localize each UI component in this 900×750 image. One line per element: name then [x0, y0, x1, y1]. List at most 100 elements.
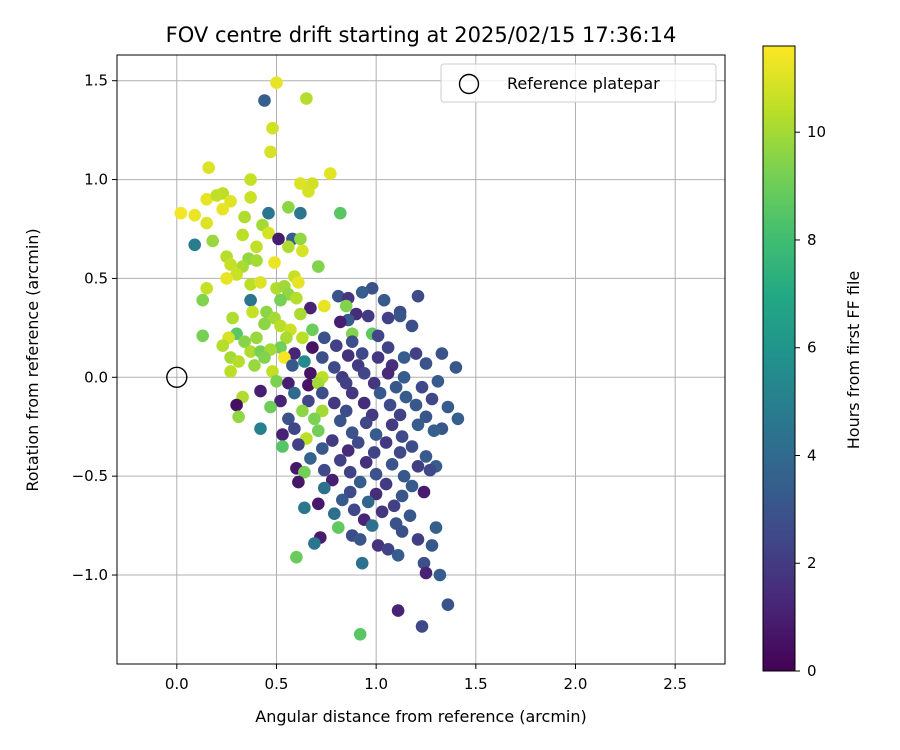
scatter-point — [244, 345, 257, 358]
data-points — [174, 76, 465, 641]
scatter-point — [276, 440, 289, 453]
scatter-point — [280, 331, 293, 345]
scatter-point — [274, 293, 287, 307]
scatter-point — [306, 323, 319, 337]
colorbar-frame — [762, 45, 796, 672]
scatter-point — [318, 299, 331, 313]
scatter-point — [381, 311, 395, 325]
colorbar-tick-label: 2 — [807, 554, 817, 572]
scatter-point — [357, 396, 371, 410]
y-tick-label: 0.0 — [84, 368, 108, 386]
scatter-point — [262, 226, 275, 240]
scatter-point — [415, 380, 429, 394]
scatter-point — [391, 604, 405, 617]
reference-platepar-marker — [166, 366, 188, 388]
scatter-point — [304, 301, 317, 315]
scatter-point — [411, 533, 425, 546]
scatter-point — [298, 465, 311, 479]
scatter-point — [288, 386, 301, 400]
scatter-point — [369, 487, 383, 501]
scatter-point — [330, 339, 343, 353]
scatter-point — [334, 315, 347, 329]
scatter-point — [355, 556, 369, 570]
scatter-point — [244, 293, 257, 307]
legend: Reference platepar — [440, 63, 717, 103]
scatter-point — [250, 331, 263, 345]
scatter-point — [200, 282, 213, 295]
colorbar-tick-label: 6 — [807, 339, 817, 357]
scatter-point — [272, 232, 285, 246]
scatter-point — [258, 94, 271, 107]
legend-box — [440, 63, 717, 103]
scatter-point — [298, 501, 311, 515]
scatter-point — [411, 418, 425, 432]
scatter-point — [395, 525, 409, 538]
scatter-point — [411, 289, 425, 303]
scatter-point — [250, 240, 263, 254]
scatter-point — [258, 317, 271, 331]
scatter-point — [417, 556, 431, 570]
scatter-point — [379, 436, 393, 449]
scatter-point — [292, 438, 305, 451]
scatter-point — [345, 426, 359, 440]
scatter-point — [268, 256, 281, 269]
scatter-point — [361, 495, 375, 509]
scatter-point — [369, 467, 383, 481]
scatter-point — [405, 479, 419, 493]
colorbar-gradient — [763, 46, 795, 671]
y-tick-label: −0.5 — [72, 467, 108, 485]
scatter-point — [449, 361, 463, 374]
scatter-point — [347, 503, 361, 517]
scatter-point — [302, 378, 315, 392]
scatter-point — [294, 232, 307, 246]
scatter-point — [395, 430, 409, 443]
scatter-point — [210, 189, 223, 202]
scatter-point — [341, 349, 355, 362]
x-axis-ticks: 0.0 0.5 1.0 1.5 2.0 2.5 — [165, 664, 687, 693]
scatter-point — [355, 347, 369, 360]
scatter-point — [405, 440, 419, 453]
plot-frame — [116, 54, 726, 665]
scatter-point — [345, 386, 359, 400]
scatter-point — [200, 193, 213, 206]
scatter-point — [381, 341, 395, 354]
y-tick-label: 1.5 — [84, 72, 108, 90]
scatter-point — [304, 452, 317, 465]
scatter-point — [316, 404, 329, 418]
chart-title: FOV centre drift starting at 2025/02/15 … — [166, 23, 677, 47]
scatter-point — [250, 254, 263, 267]
scatter-point — [270, 76, 283, 89]
scatter-point — [343, 465, 357, 479]
scatter-point — [328, 507, 341, 520]
scatter-point — [226, 311, 239, 325]
scatter-point — [371, 329, 385, 343]
scatter-point — [312, 424, 325, 438]
scatter-point — [312, 497, 325, 511]
scatter-point — [232, 355, 245, 368]
scatter-point — [375, 505, 389, 519]
scatter-point — [393, 408, 407, 422]
scatter-point — [296, 331, 309, 345]
y-axis-label: Rotation from reference (arcmin) — [23, 228, 42, 491]
colorbar-label: Hours from first FF file — [844, 271, 863, 450]
scatter-point — [308, 412, 321, 426]
scatter-point — [238, 335, 251, 349]
scatter-point — [202, 161, 215, 174]
scatter-point — [393, 446, 407, 459]
scatter-point — [425, 392, 439, 406]
scatter-point — [355, 286, 369, 299]
scatter-point — [353, 475, 367, 489]
scatter-point — [230, 268, 243, 281]
colorbar-tick-label: 8 — [807, 231, 817, 249]
scatter-point — [318, 331, 331, 345]
scatter-point — [274, 394, 287, 408]
scatter-point — [276, 428, 289, 441]
x-tick-label: 1.0 — [364, 675, 388, 693]
scatter-point — [441, 598, 455, 611]
reference-point-layer — [166, 366, 188, 388]
scatter-point — [264, 400, 277, 414]
scatter-point — [300, 92, 313, 105]
scatter-point — [318, 481, 331, 495]
scatter-point — [409, 398, 423, 412]
scatter-point — [389, 380, 403, 394]
